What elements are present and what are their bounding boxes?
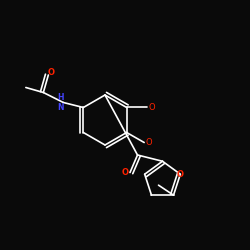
Text: O: O	[177, 170, 184, 179]
Text: O: O	[146, 138, 152, 147]
Text: O: O	[47, 68, 54, 77]
Text: H
N: H N	[58, 93, 64, 112]
Text: O: O	[122, 168, 128, 177]
Text: O: O	[148, 103, 155, 112]
